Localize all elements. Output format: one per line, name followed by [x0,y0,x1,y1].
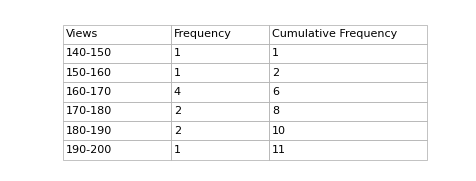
Bar [268,102,426,121]
Text: Cumulative Frequency: Cumulative Frequency [271,29,397,39]
Text: 1: 1 [173,49,180,58]
Bar [63,63,170,83]
Text: 190-200: 190-200 [66,145,112,155]
Bar [170,140,268,160]
Text: 1: 1 [173,68,180,78]
Bar [268,121,426,140]
Text: 150-160: 150-160 [66,68,112,78]
Bar [268,140,426,160]
Bar [63,140,170,160]
Bar [268,24,426,44]
Bar [268,44,426,63]
Bar [170,63,268,83]
Text: 8: 8 [271,106,278,116]
Text: 2: 2 [271,68,278,78]
Text: Views: Views [66,29,99,39]
Text: 170-180: 170-180 [66,106,112,116]
Text: 4: 4 [173,87,180,97]
Text: 1: 1 [173,145,180,155]
Text: 140-150: 140-150 [66,49,112,58]
Text: 2: 2 [173,126,180,136]
Text: 1: 1 [271,49,278,58]
Text: 11: 11 [271,145,286,155]
Text: Frequency: Frequency [173,29,231,39]
Bar [268,63,426,83]
Bar [63,24,170,44]
Bar [268,83,426,102]
Bar [170,44,268,63]
Bar [170,83,268,102]
Bar [63,83,170,102]
Bar [170,121,268,140]
Text: 160-170: 160-170 [66,87,112,97]
Text: 2: 2 [173,106,180,116]
Text: 180-190: 180-190 [66,126,112,136]
Text: 6: 6 [271,87,278,97]
Bar [63,121,170,140]
Bar [170,102,268,121]
Bar [63,102,170,121]
Bar [170,24,268,44]
Bar [63,44,170,63]
Text: 10: 10 [271,126,286,136]
